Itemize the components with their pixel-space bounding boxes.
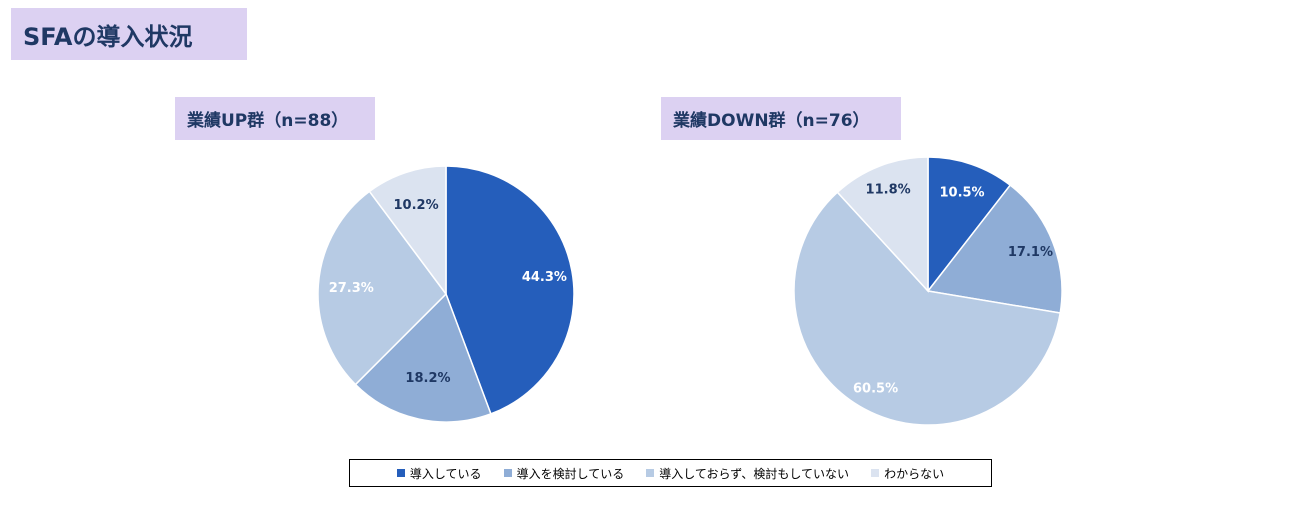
chart-title-down-group: 業績DOWN群（n=76）	[661, 97, 901, 140]
legend-swatch	[646, 469, 655, 477]
pie-slice	[368, 165, 447, 297]
slice-label: 44.3%	[522, 270, 567, 285]
legend: 導入している 導入を検討している 導入しておらず、検討もしていない わからない	[349, 459, 992, 487]
legend-label: わからない	[884, 466, 945, 481]
pie-slice	[317, 190, 447, 386]
pie-chart-up-group: 44.3% 18.2% 27.3% 10.2%	[317, 165, 575, 423]
pie-slice	[445, 165, 575, 415]
slice-label: 10.5%	[939, 186, 984, 201]
slice-label: 18.2%	[405, 371, 450, 386]
legend-item-implemented: 導入している	[396, 465, 482, 482]
slice-label: 11.8%	[866, 182, 911, 197]
legend-label: 導入している	[409, 466, 482, 481]
slice-label: 27.3%	[329, 281, 374, 296]
legend-item-not-considering: 導入しておらず、検討もしていない	[646, 465, 849, 482]
legend-item-unknown: わからない	[871, 465, 944, 482]
slice-label: 17.1%	[1008, 245, 1053, 260]
legend-swatch	[503, 469, 512, 477]
legend-swatch	[396, 469, 405, 477]
pie-slice	[926, 184, 1063, 314]
legend-item-considering: 導入を検討している	[503, 465, 625, 482]
pie-slice	[793, 191, 1062, 426]
pie-slice	[927, 156, 1012, 294]
legend-label: 導入を検討している	[516, 466, 625, 481]
pie-slice	[836, 156, 929, 293]
page-title: SFAの導入状況	[11, 8, 247, 60]
chart-title-up-group: 業績UP群（n=88）	[175, 97, 375, 140]
pie-slice	[354, 292, 492, 423]
slice-label: 60.5%	[853, 382, 898, 397]
slice-label: 10.2%	[394, 198, 439, 213]
pie-chart-down-group: 10.5% 17.1% 60.5% 11.8%	[793, 156, 1063, 426]
legend-swatch	[871, 469, 880, 477]
legend-label: 導入しておらず、検討もしていない	[659, 466, 850, 481]
